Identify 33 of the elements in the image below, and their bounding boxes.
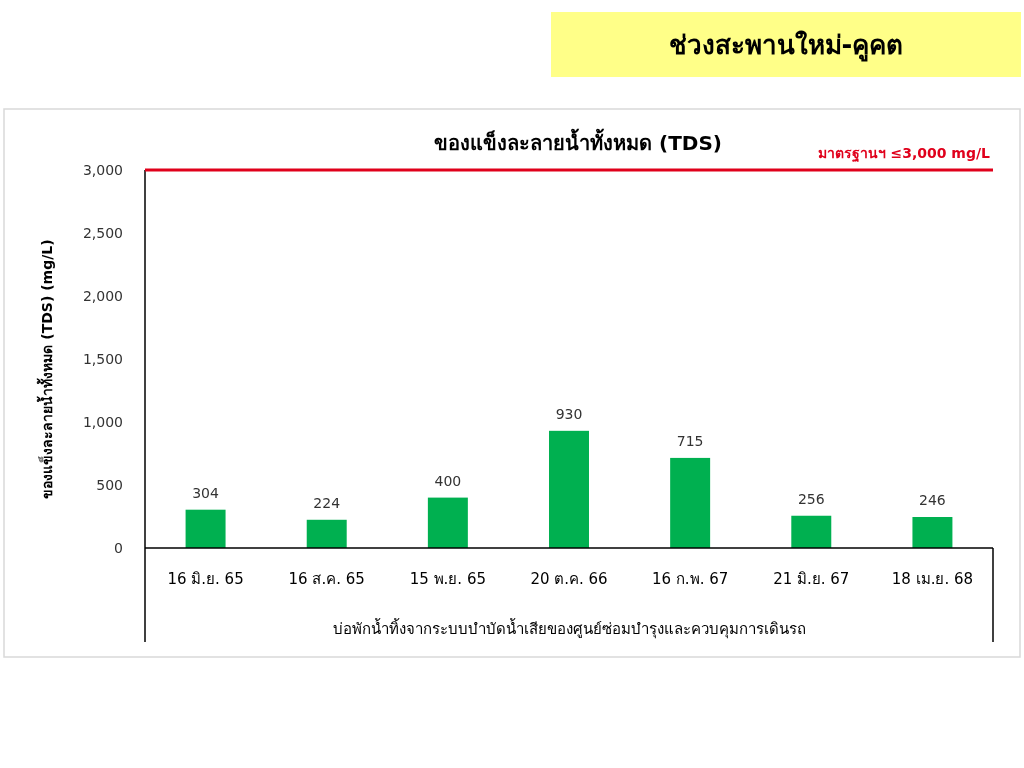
x-axis-title: บ่อพักน้ำทิ้งจากระบบบำบัดน้ำเสียของศูนย์ซ่อมบำรุงและควบคุมการเดินรถ [332, 618, 806, 639]
y-tick-label: 2,500 [82, 225, 123, 241]
data-label: 224 [313, 494, 341, 511]
y-tick-label: 3,000 [82, 162, 123, 178]
x-tick-label: 16 ก.พ. 67 [652, 570, 729, 588]
data-label: 930 [555, 405, 583, 422]
y-tick-label: 1,000 [82, 414, 123, 430]
bar [427, 497, 468, 548]
x-tick-label: 21 มิ.ย. 67 [773, 570, 850, 588]
chart-subtitle: ช่วงสะพานใหม่-คูคต [668, 30, 904, 62]
ref-line-label: มาตรฐานฯ ≤3,000 mg/L [817, 145, 991, 163]
data-label: 715 [676, 432, 704, 449]
chart-title: ของแข็งละลายน้ำทั้งหมด (TDS) [434, 128, 722, 155]
x-tick-label: 20 ต.ค. 66 [530, 570, 608, 588]
x-tick-label: 16 ส.ค. 65 [288, 570, 365, 588]
bar [185, 509, 226, 548]
y-tick-label: 0 [114, 540, 123, 556]
y-tick-label: 1,500 [82, 351, 123, 367]
data-label: 256 [797, 490, 825, 507]
bar [670, 457, 711, 548]
data-label: 304 [192, 484, 220, 501]
x-tick-label: 16 มิ.ย. 65 [167, 570, 244, 588]
data-label: 400 [434, 472, 462, 489]
bar [549, 430, 589, 548]
x-tick-label: 18 เม.ย. 68 [891, 570, 974, 588]
y-tick-label: 2,000 [82, 288, 123, 304]
bar [306, 519, 347, 548]
x-tick-label: 15 พ.ย. 65 [409, 570, 486, 588]
bar [912, 517, 953, 548]
y-axis-title: ของแข็งละลายน้ำทั้งหมด (TDS) (mg/L) [36, 239, 55, 499]
y-tick-label: 500 [96, 477, 123, 493]
bar [791, 515, 832, 548]
data-label: 246 [919, 492, 946, 508]
